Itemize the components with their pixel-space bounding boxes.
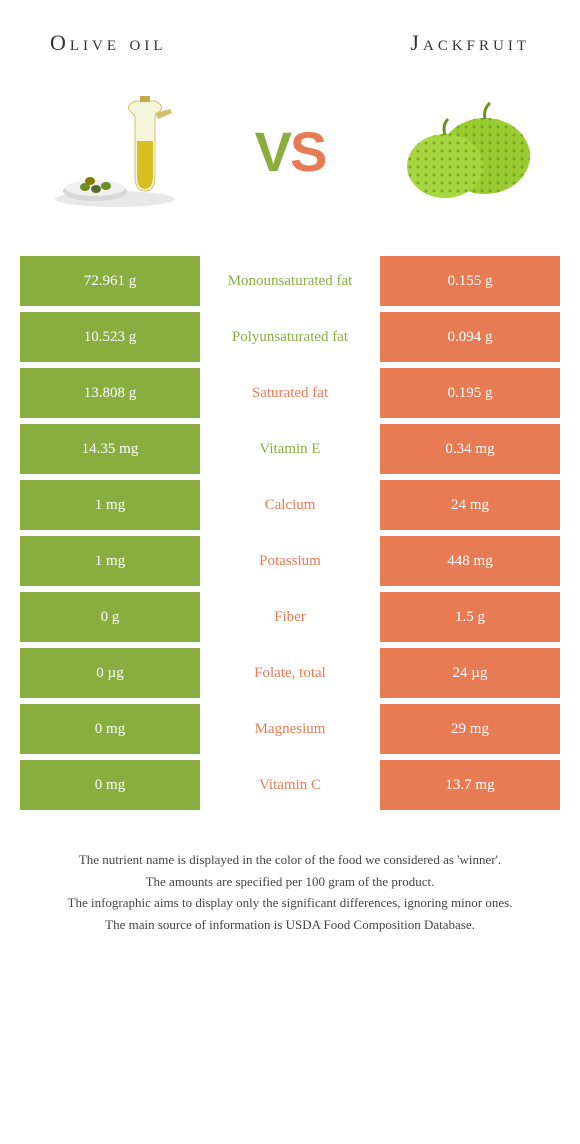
left-value-cell: 72.961 g bbox=[20, 256, 200, 306]
left-value-cell: 0 µg bbox=[20, 648, 200, 698]
left-value-cell: 0 mg bbox=[20, 704, 200, 754]
nutrient-label-cell: Vitamin E bbox=[200, 424, 380, 474]
table-row: 13.808 gSaturated fat0.195 g bbox=[20, 368, 560, 418]
nutrient-label-cell: Vitamin C bbox=[200, 760, 380, 810]
images-row: VS bbox=[20, 86, 560, 216]
jackfruit-image bbox=[390, 91, 540, 211]
table-row: 0 mgMagnesium29 mg bbox=[20, 704, 560, 754]
left-value-cell: 0 g bbox=[20, 592, 200, 642]
footer-line-2: The amounts are specified per 100 gram o… bbox=[50, 872, 530, 892]
nutrient-label-cell: Folate, total bbox=[200, 648, 380, 698]
right-value-cell: 448 mg bbox=[380, 536, 560, 586]
footer-line-4: The main source of information is USDA F… bbox=[50, 915, 530, 935]
left-value-cell: 14.35 mg bbox=[20, 424, 200, 474]
table-row: 0 mgVitamin C13.7 mg bbox=[20, 760, 560, 810]
nutrient-label-cell: Magnesium bbox=[200, 704, 380, 754]
left-value-cell: 1 mg bbox=[20, 536, 200, 586]
right-value-cell: 0.094 g bbox=[380, 312, 560, 362]
olive-oil-image bbox=[40, 91, 190, 211]
vs-label: VS bbox=[255, 119, 326, 184]
table-row: 0 µgFolate, total24 µg bbox=[20, 648, 560, 698]
right-value-cell: 24 µg bbox=[380, 648, 560, 698]
left-value-cell: 13.808 g bbox=[20, 368, 200, 418]
vs-v-letter: V bbox=[255, 120, 290, 183]
right-value-cell: 0.34 mg bbox=[380, 424, 560, 474]
nutrient-label-cell: Polyunsaturated fat bbox=[200, 312, 380, 362]
nutrient-label-cell: Calcium bbox=[200, 480, 380, 530]
nutrient-label-cell: Fiber bbox=[200, 592, 380, 642]
nutrient-table: 72.961 gMonounsaturated fat0.155 g 10.523… bbox=[20, 256, 560, 810]
right-value-cell: 29 mg bbox=[380, 704, 560, 754]
right-value-cell: 24 mg bbox=[380, 480, 560, 530]
right-value-cell: 0.195 g bbox=[380, 368, 560, 418]
footer-line-1: The nutrient name is displayed in the co… bbox=[50, 850, 530, 870]
table-row: 1 mgCalcium24 mg bbox=[20, 480, 560, 530]
footer-line-3: The infographic aims to display only the… bbox=[50, 893, 530, 913]
titles-row: Olive oil Jackfruit bbox=[20, 30, 560, 56]
right-value-cell: 0.155 g bbox=[380, 256, 560, 306]
left-value-cell: 10.523 g bbox=[20, 312, 200, 362]
nutrient-label-cell: Monounsaturated fat bbox=[200, 256, 380, 306]
left-food-title: Olive oil bbox=[50, 30, 167, 56]
table-row: 1 mgPotassium448 mg bbox=[20, 536, 560, 586]
table-row: 10.523 gPolyunsaturated fat0.094 g bbox=[20, 312, 560, 362]
right-value-cell: 1.5 g bbox=[380, 592, 560, 642]
vs-s-letter: S bbox=[290, 120, 325, 183]
table-row: 0 gFiber1.5 g bbox=[20, 592, 560, 642]
left-value-cell: 0 mg bbox=[20, 760, 200, 810]
infographic-container: Olive oil Jackfruit VS bbox=[0, 0, 580, 966]
table-row: 14.35 mgVitamin E0.34 mg bbox=[20, 424, 560, 474]
right-food-title: Jackfruit bbox=[410, 30, 530, 56]
table-row: 72.961 gMonounsaturated fat0.155 g bbox=[20, 256, 560, 306]
footer-notes: The nutrient name is displayed in the co… bbox=[20, 840, 560, 946]
nutrient-label-cell: Potassium bbox=[200, 536, 380, 586]
left-value-cell: 1 mg bbox=[20, 480, 200, 530]
right-value-cell: 13.7 mg bbox=[380, 760, 560, 810]
nutrient-label-cell: Saturated fat bbox=[200, 368, 380, 418]
